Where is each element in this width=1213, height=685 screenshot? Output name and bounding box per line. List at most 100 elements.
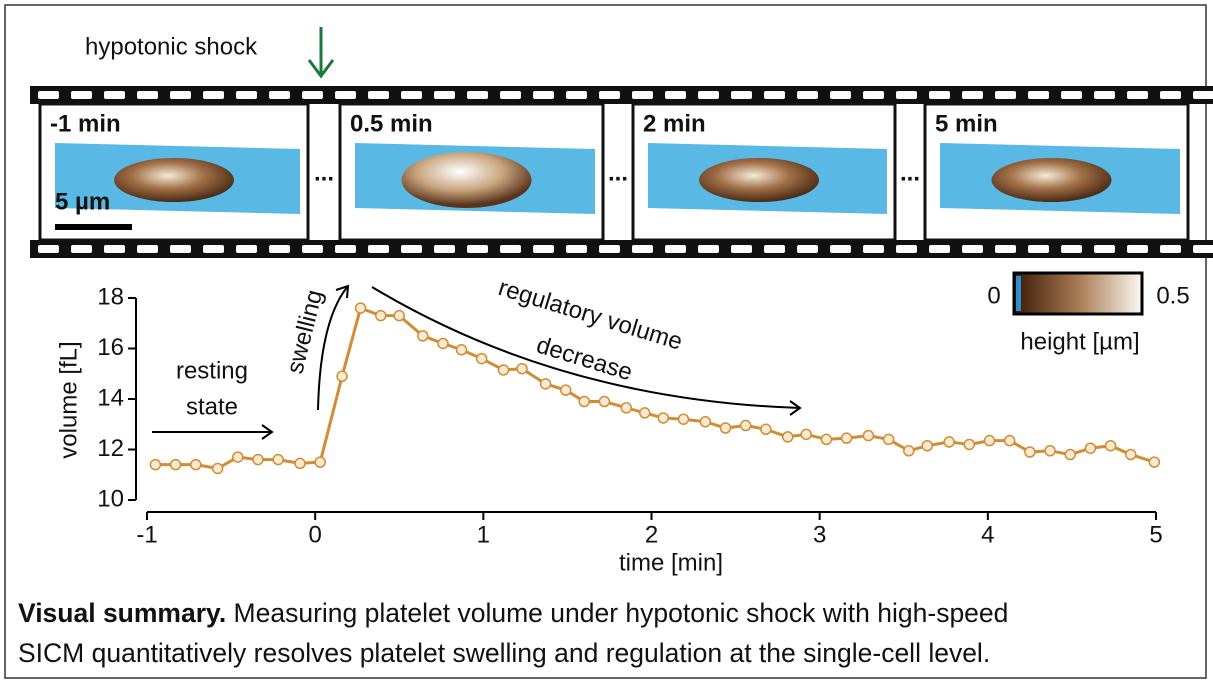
shock-arrow — [309, 27, 333, 76]
data-point — [295, 458, 305, 468]
data-point — [499, 365, 509, 375]
film-hole — [731, 91, 752, 99]
film-hole — [632, 245, 653, 253]
film-hole — [38, 245, 59, 253]
separator: ... — [314, 159, 334, 186]
film-hole — [1127, 245, 1148, 253]
y-tick-label: 18 — [97, 283, 124, 310]
data-point — [273, 455, 283, 465]
film-hole — [566, 91, 587, 99]
data-point — [579, 397, 589, 407]
data-point — [783, 432, 793, 442]
film-hole — [533, 91, 554, 99]
film-hole — [203, 245, 224, 253]
film-hole — [170, 91, 191, 99]
data-point — [821, 434, 831, 444]
data-point — [1149, 457, 1159, 467]
data-point — [418, 331, 428, 341]
film-hole — [71, 245, 92, 253]
data-point — [922, 441, 932, 451]
film-hole — [863, 245, 884, 253]
film-hole — [566, 245, 587, 253]
x-axis-label: time [min] — [619, 549, 723, 576]
film-hole — [1028, 91, 1049, 99]
data-point — [801, 429, 811, 439]
data-point — [1126, 450, 1136, 460]
scale-bar — [55, 224, 132, 230]
x-tick-label: 5 — [1149, 521, 1162, 548]
separator: ... — [900, 159, 920, 186]
film-hole — [764, 91, 785, 99]
film-hole — [104, 91, 125, 99]
data-point — [337, 371, 347, 381]
caption-title: Visual summary. — [18, 598, 226, 628]
film-hole — [38, 91, 59, 99]
film-hole — [830, 91, 851, 99]
data-point — [863, 431, 873, 441]
film-hole — [434, 91, 455, 99]
film-hole — [1193, 245, 1213, 253]
data-point — [720, 423, 730, 433]
data-point — [1025, 447, 1035, 457]
x-tick-label: 4 — [981, 521, 994, 548]
colorbar-tick: 0 — [987, 282, 1000, 309]
platelet — [992, 158, 1112, 202]
separator: ... — [608, 159, 628, 186]
film-hole — [269, 91, 290, 99]
film-hole — [830, 245, 851, 253]
film-hole — [995, 245, 1016, 253]
film-hole — [896, 245, 917, 253]
film-hole — [203, 91, 224, 99]
film-hole — [599, 245, 620, 253]
film-hole — [401, 91, 422, 99]
data-point — [253, 455, 263, 465]
film-hole — [599, 91, 620, 99]
scale-label: 5 µm — [55, 188, 110, 215]
data-point — [700, 417, 710, 427]
data-point — [438, 338, 448, 348]
film-hole — [335, 91, 356, 99]
y-tick-label: 14 — [97, 384, 124, 411]
film-hole — [863, 91, 884, 99]
film-hole — [797, 91, 818, 99]
film-hole — [1160, 91, 1181, 99]
film-hole — [500, 245, 521, 253]
film-hole — [1061, 245, 1082, 253]
data-point — [394, 311, 404, 321]
x-tick-label: 3 — [813, 521, 826, 548]
film-hole — [302, 245, 323, 253]
colorbar — [1014, 273, 1142, 314]
data-point — [561, 385, 571, 395]
shock-label: hypotonic shock — [85, 33, 258, 60]
data-point — [741, 421, 751, 431]
film-hole — [797, 245, 818, 253]
annotation: state — [186, 393, 238, 420]
film-hole — [500, 91, 521, 99]
y-axis-label: volume [fL] — [55, 341, 82, 458]
figure: hypotonic shock -1 min...0.5 min...2 min… — [0, 0, 1213, 685]
film-hole — [467, 245, 488, 253]
film-hole — [71, 91, 92, 99]
data-point — [1106, 441, 1116, 451]
film-hole — [764, 245, 785, 253]
film-hole — [1061, 91, 1082, 99]
film-hole — [698, 91, 719, 99]
film-hole — [236, 245, 257, 253]
film-hole — [731, 245, 752, 253]
data-point — [1085, 443, 1095, 453]
film-hole — [1094, 91, 1115, 99]
film-hole — [335, 245, 356, 253]
film-hole — [170, 245, 191, 253]
film-hole — [1028, 245, 1049, 253]
caption-text: Measuring platelet volume under hypotoni… — [226, 598, 1008, 628]
data-point — [517, 364, 527, 374]
data-point — [376, 311, 386, 321]
data-point — [640, 408, 650, 418]
data-point — [1005, 436, 1015, 446]
annotation: decrease — [533, 332, 635, 387]
film-hole — [665, 245, 686, 253]
colorbar-tick: 0.5 — [1156, 282, 1189, 309]
film-hole — [104, 245, 125, 253]
film-hole — [995, 91, 1016, 99]
annotation: resting — [176, 357, 248, 384]
